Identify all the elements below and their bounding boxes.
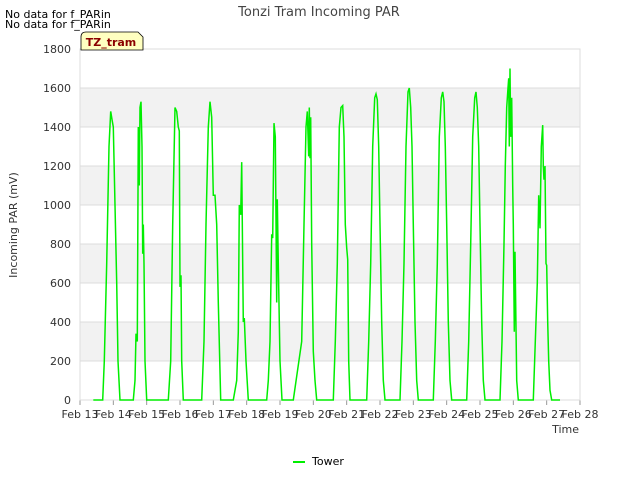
x-tick-label-18: Feb 18 xyxy=(228,408,265,421)
x-tick-label-24: Feb 24 xyxy=(428,408,465,421)
band-5 xyxy=(80,166,580,205)
legend: Tower xyxy=(293,455,344,468)
y-tick-label-1200: 1200 xyxy=(43,160,71,173)
x-axis-title: Time xyxy=(551,423,579,436)
y-tick-label-600: 600 xyxy=(50,277,71,290)
x-tick-label-23: Feb 23 xyxy=(395,408,432,421)
y-tick-label-1600: 1600 xyxy=(43,82,71,95)
band-3 xyxy=(80,244,580,283)
y-tick-label-1800: 1800 xyxy=(43,43,71,56)
y-tick-label-1400: 1400 xyxy=(43,121,71,134)
y-axis-title: Incoming PAR (mV) xyxy=(7,172,20,278)
x-tick-label-26: Feb 26 xyxy=(495,408,532,421)
x-tick-label-25: Feb 25 xyxy=(462,408,499,421)
y-tick-label-800: 800 xyxy=(50,238,71,251)
chart-title: Tonzi Tram Incoming PAR xyxy=(237,5,400,20)
x-tick-label-22: Feb 22 xyxy=(362,408,399,421)
x-tick-label-15: Feb 15 xyxy=(128,408,165,421)
legend-label-tower: Tower xyxy=(311,455,344,468)
no-data-note-1: No data for f_PARin xyxy=(5,8,111,21)
badge-box xyxy=(80,31,144,51)
y-tick-label-1000: 1000 xyxy=(43,199,71,212)
y-tick-label-200: 200 xyxy=(50,355,71,368)
no-data-note-2: No data for f_PARin xyxy=(5,18,111,31)
x-tick-label-14: Feb 14 xyxy=(95,408,132,421)
series-line-tower xyxy=(93,68,560,401)
x-tick-label-28: Feb 28 xyxy=(562,408,599,421)
x-tick-label-20: Feb 20 xyxy=(295,408,332,421)
band-7 xyxy=(80,88,580,127)
x-tick-label-19: Feb 19 xyxy=(262,408,299,421)
x-tick-label-21: Feb 21 xyxy=(328,408,365,421)
x-tick-label-13: Feb 13 xyxy=(62,408,99,421)
band-1 xyxy=(80,322,580,361)
background-bands xyxy=(80,88,580,361)
x-tick-label-27: Feb 27 xyxy=(528,408,565,421)
badge-label: TZ_tram xyxy=(86,36,137,49)
x-tick-label-16: Feb 16 xyxy=(162,408,199,421)
badge: TZ_tram xyxy=(80,31,144,51)
y-axis-ticks: 0 200 400 600 800 1000 1200 1400 1600 1800 xyxy=(43,43,71,407)
y-tick-label-400: 400 xyxy=(50,316,71,329)
x-tick-label-17: Feb 17 xyxy=(195,408,232,421)
y-tick-label-0: 0 xyxy=(64,394,71,407)
